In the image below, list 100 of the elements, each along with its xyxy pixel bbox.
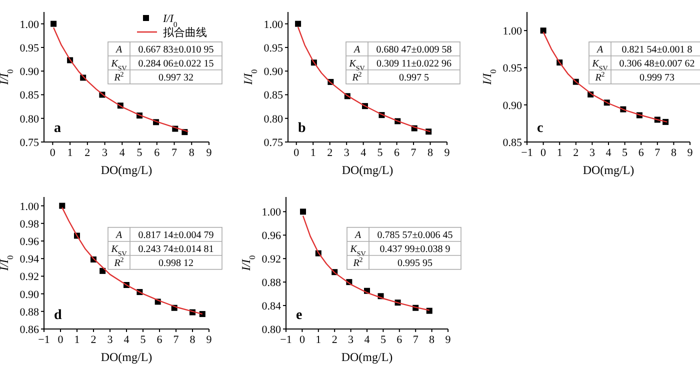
annotation: R$^{2}$ bbox=[351, 70, 362, 84]
point bbox=[295, 20, 302, 27]
x-axis-title: DO(mg/L) bbox=[100, 350, 152, 364]
x-tick-label: −1 bbox=[38, 334, 50, 346]
point bbox=[540, 28, 546, 34]
annotation: K$_{SV}$ bbox=[110, 244, 127, 258]
y-tick-label: 0.80 bbox=[20, 113, 40, 126]
point bbox=[59, 202, 66, 209]
y-tick-label: 0.84 bbox=[262, 300, 282, 313]
y-tick-label: 0.80 bbox=[262, 324, 282, 336]
x-tick-label: 5 bbox=[140, 334, 146, 346]
x-tick-label: 7 bbox=[412, 334, 419, 346]
x-axis-title: DO(mg/L) bbox=[582, 163, 634, 177]
x-axis-title: DO(mg/L) bbox=[100, 163, 152, 177]
y-tick-label: 0.98 bbox=[20, 218, 40, 230]
annotation: 0.667 83±0.010 95 bbox=[138, 44, 214, 56]
x-tick-label: 4 bbox=[360, 147, 367, 159]
y-tick-label: 0.75 bbox=[264, 137, 284, 149]
y-tick-label: 0.80 bbox=[264, 113, 284, 126]
x-tick-label: 2 bbox=[573, 147, 579, 159]
y-tick-label: 0.75 bbox=[20, 137, 40, 149]
x-tick-label: 6 bbox=[154, 147, 160, 159]
annotation: R$^{2}$ bbox=[352, 256, 364, 269]
y-tick-label: 0.90 bbox=[20, 66, 40, 78]
annotation: e bbox=[296, 308, 302, 323]
x-tick-label: 6 bbox=[156, 334, 163, 346]
annotation: A bbox=[352, 44, 361, 56]
x-tick-label: 1 bbox=[310, 147, 316, 159]
x-tick-label: 9 bbox=[687, 147, 694, 159]
annotation: 0.995 95 bbox=[398, 258, 432, 269]
x-tick-label: 0 bbox=[58, 334, 64, 346]
x-tick-label: 1 bbox=[316, 334, 322, 346]
annotation: a bbox=[54, 121, 61, 136]
y-tick-label: 0.90 bbox=[264, 66, 284, 78]
y-tick-label: 0.90 bbox=[502, 100, 522, 112]
x-tick-label: 9 bbox=[206, 147, 212, 159]
x-tick-label: 4 bbox=[606, 147, 612, 159]
y-tick-label: 0.96 bbox=[262, 230, 282, 242]
y-tick-label: 1.00 bbox=[20, 18, 40, 31]
annotation: 0.306 48±0.007 62 bbox=[619, 58, 695, 70]
x-tick-label: 8 bbox=[428, 147, 434, 159]
x-tick-label: 9 bbox=[445, 334, 452, 346]
y-tick-label: 0.94 bbox=[20, 254, 40, 266]
annotation: R$^{2}$ bbox=[594, 70, 606, 84]
annotation: 0.243 74±0.014 81 bbox=[138, 244, 214, 255]
y-tick-label: 0.95 bbox=[502, 62, 522, 75]
x-axis-title: DO(mg/L) bbox=[342, 163, 394, 177]
x-tick-label: 2 bbox=[84, 147, 90, 159]
y-tick-label: 0.86 bbox=[20, 324, 40, 336]
y-tick-label: 0.85 bbox=[20, 90, 40, 102]
point bbox=[300, 208, 306, 215]
x-tick-label: 2 bbox=[332, 334, 338, 346]
annotation: A bbox=[596, 44, 604, 56]
x-tick-label: 3 bbox=[348, 334, 354, 346]
annotation: 0.437 99±0.038 9 bbox=[380, 244, 450, 255]
annotation: 0.680 47±0.009 58 bbox=[376, 44, 452, 56]
annotation: A bbox=[114, 44, 123, 56]
x-tick-label: 7 bbox=[172, 147, 178, 159]
y-tick-label: 0.92 bbox=[20, 271, 39, 284]
legend-label: 拟合曲线 bbox=[163, 26, 207, 39]
annotation: c bbox=[537, 121, 544, 136]
x-tick-label: 6 bbox=[638, 147, 644, 159]
x-tick-label: 2 bbox=[327, 147, 333, 159]
x-tick-label: 7 bbox=[410, 147, 417, 159]
x-axis-title: DO(mg/L) bbox=[341, 350, 393, 364]
x-tick-label: 3 bbox=[102, 147, 108, 159]
x-tick-label: 7 bbox=[173, 334, 180, 346]
x-tick-label: 9 bbox=[206, 334, 212, 346]
x-tick-label: 0 bbox=[294, 147, 300, 159]
annotation: b bbox=[298, 121, 306, 136]
y-tick-label: 0.85 bbox=[264, 90, 284, 102]
x-tick-label: 1 bbox=[74, 334, 80, 346]
x-tick-label: −1 bbox=[280, 334, 292, 346]
x-tick-label: 8 bbox=[188, 147, 195, 159]
x-tick-label: 8 bbox=[670, 147, 677, 159]
annotation: 0.821 54±0.001 8 bbox=[622, 44, 692, 56]
annotation: 0.997 32 bbox=[158, 72, 194, 84]
annotation: 0.309 11±0.022 96 bbox=[376, 58, 452, 70]
x-tick-label: 2 bbox=[90, 334, 96, 346]
x-tick-label: 3 bbox=[344, 147, 350, 159]
x-tick-label: 0 bbox=[540, 147, 547, 159]
x-tick-label: 4 bbox=[124, 334, 130, 346]
y-tick-label: 0.95 bbox=[20, 42, 40, 54]
annotation: 0.997 5 bbox=[399, 72, 429, 84]
annotation: 0.999 73 bbox=[640, 72, 674, 84]
annotation: R$^{2}$ bbox=[113, 70, 124, 84]
y-tick-label: 0.95 bbox=[264, 42, 284, 54]
y-tick-label: 0.88 bbox=[262, 277, 282, 290]
annotation: K$_{SV}$ bbox=[349, 244, 366, 258]
x-tick-label: 7 bbox=[654, 147, 661, 159]
annotation: 0.785 57±0.006 45 bbox=[377, 230, 453, 241]
annotation: A bbox=[354, 230, 362, 241]
x-tick-label: 5 bbox=[380, 334, 386, 346]
annotation: R$^{2}$ bbox=[113, 256, 124, 269]
x-tick-label: 5 bbox=[377, 147, 384, 159]
x-tick-label: 6 bbox=[394, 147, 400, 159]
annotation: A bbox=[114, 230, 123, 241]
x-tick-label: −1 bbox=[521, 147, 533, 159]
y-tick-label: 0.96 bbox=[20, 236, 40, 248]
x-tick-label: 6 bbox=[396, 334, 403, 346]
